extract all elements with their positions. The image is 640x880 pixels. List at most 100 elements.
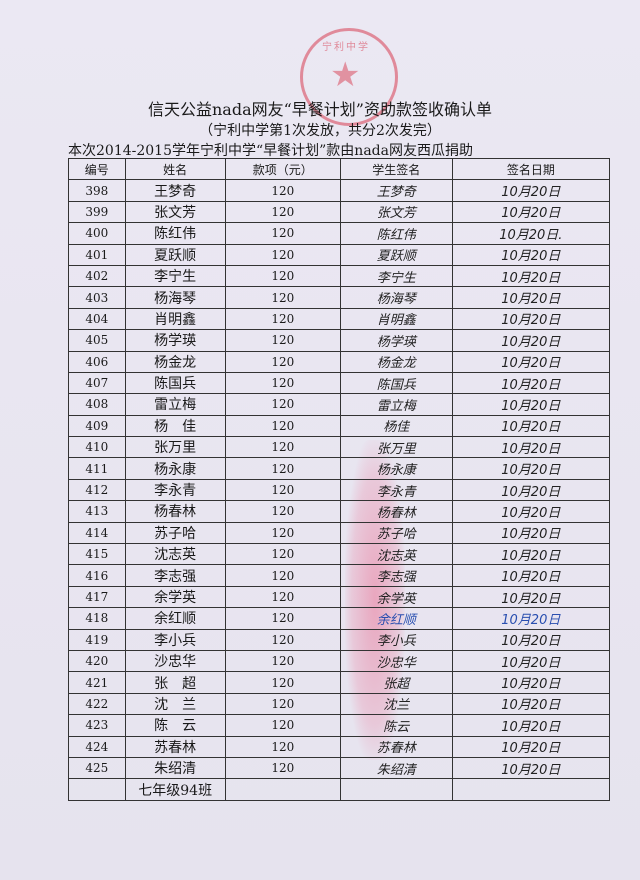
table-row: 406 杨金龙 120 杨金龙 10月20日 [68, 350, 611, 373]
signature-date: 10月20日 [451, 585, 611, 609]
signature-date: 10月20日 [451, 307, 611, 331]
empty-cell [224, 778, 341, 801]
amount: 120 [224, 243, 341, 266]
student-signature: 王梦奇 [339, 179, 453, 202]
signature-date: 10月20日 [451, 179, 611, 202]
student-id: 416 [68, 564, 126, 587]
student-signature: 陈云 [339, 714, 453, 737]
amount: 120 [224, 714, 341, 737]
student-id: 404 [68, 307, 126, 331]
amount: 120 [224, 756, 341, 780]
student-signature: 杨海琴 [339, 286, 453, 309]
student-id: 398 [68, 179, 126, 202]
amount: 120 [224, 478, 341, 502]
student-name: 王梦奇 [124, 179, 226, 202]
column-header-signature: 学生签名 [339, 157, 453, 181]
signature-date: 10月20日 [451, 457, 611, 480]
student-name: 陈红伟 [124, 222, 226, 245]
signature-date: 10月20日 [451, 671, 611, 694]
student-signature: 张万里 [339, 436, 453, 459]
table-row: 422 沈 兰 120 沈兰 10月20日 [68, 692, 611, 716]
seal-text: 宁利中学 [322, 42, 370, 53]
student-signature: 沙忠华 [339, 649, 453, 673]
seal-star-icon: ★ [330, 55, 361, 95]
signature-date: 10月20日 [451, 692, 611, 716]
amount: 120 [224, 500, 341, 523]
student-name: 夏跃顺 [124, 243, 226, 266]
student-signature: 沈兰 [339, 692, 453, 716]
student-id: 407 [68, 371, 126, 395]
amount: 120 [224, 649, 341, 673]
student-id: 422 [68, 692, 126, 716]
student-id: 425 [68, 756, 126, 780]
student-signature: 苏春林 [339, 735, 453, 758]
student-signature: 杨学瑛 [339, 329, 453, 352]
signature-date: 10月20日 [451, 200, 611, 224]
student-signature: 李永青 [339, 478, 453, 502]
student-name: 沈志英 [124, 543, 226, 566]
amount: 120 [224, 350, 341, 373]
student-id: 411 [68, 457, 126, 480]
student-id: 410 [68, 436, 126, 459]
student-name: 沙忠华 [124, 649, 226, 673]
table-header-row: 编号 姓名 款项（元） 学生签名 签名日期 [68, 157, 611, 181]
student-id: 418 [68, 607, 126, 630]
column-header-name: 姓名 [124, 157, 226, 181]
student-id: 403 [68, 286, 126, 309]
signature-date: 10月20日 [451, 329, 611, 352]
student-signature: 杨佳 [339, 414, 453, 438]
amount: 120 [224, 222, 341, 245]
amount: 120 [224, 200, 341, 224]
student-signature: 陈红伟 [339, 222, 453, 245]
student-signature: 张超 [339, 671, 453, 694]
amount: 120 [224, 607, 341, 630]
student-id: 417 [68, 585, 126, 609]
signature-date: 10月20日 [451, 243, 611, 266]
student-name: 张 超 [124, 671, 226, 694]
student-name: 杨永康 [124, 457, 226, 480]
student-signature: 李小兵 [339, 628, 453, 651]
student-signature: 苏子哈 [339, 521, 453, 545]
amount: 120 [224, 264, 341, 288]
student-signature: 杨金龙 [339, 350, 453, 373]
signature-date: 10月20日 [451, 414, 611, 438]
signature-date: 10月20日 [451, 714, 611, 737]
student-id: 405 [68, 329, 126, 352]
table-row: 420 沙忠华 120 沙忠华 10月20日 [68, 649, 611, 673]
table-row: 402 李宁生 120 李宁生 10月20日 [68, 264, 611, 288]
student-name: 李永青 [124, 478, 226, 502]
student-name: 李志强 [124, 564, 226, 587]
student-signature: 李志强 [339, 564, 453, 587]
student-id: 408 [68, 393, 126, 416]
student-id: 421 [68, 671, 126, 694]
amount: 120 [224, 564, 341, 587]
student-id: 400 [68, 222, 126, 245]
amount: 120 [224, 585, 341, 609]
table-row: 408 雷立梅 120 雷立梅 10月20日 [68, 393, 611, 416]
table-row: 401 夏跃顺 120 夏跃顺 10月20日 [68, 243, 611, 266]
amount: 120 [224, 436, 341, 459]
student-signature: 肖明鑫 [339, 307, 453, 331]
table-row: 398 王梦奇 120 王梦奇 10月20日 [68, 179, 611, 202]
student-id: 412 [68, 478, 126, 502]
table-row: 424 苏春林 120 苏春林 10月20日 [68, 735, 611, 758]
student-name: 杨春林 [124, 500, 226, 523]
student-id: 406 [68, 350, 126, 373]
student-id: 419 [68, 628, 126, 651]
student-name: 李宁生 [124, 264, 226, 288]
student-name: 余红顺 [124, 607, 226, 630]
class-row: 七年级94班 [68, 778, 611, 801]
table-row: 410 张万里 120 张万里 10月20日 [68, 436, 611, 459]
signature-date: 10月20日 [451, 500, 611, 523]
student-signature: 杨春林 [339, 500, 453, 523]
student-signature: 余红顺 [339, 607, 453, 630]
student-id: 414 [68, 521, 126, 545]
student-name: 雷立梅 [124, 393, 226, 416]
table-row: 415 沈志英 120 沈志英 10月20日 [68, 543, 611, 566]
official-seal [300, 28, 398, 126]
student-name: 张文芳 [124, 200, 226, 224]
class-label: 七年级94班 [124, 778, 226, 801]
receipt-table: 编号 姓名 款项（元） 学生签名 签名日期 398 王梦奇 120 王梦奇 10月20日… [68, 157, 611, 801]
column-header-amount: 款项（元） [224, 157, 341, 181]
student-name: 杨 佳 [124, 414, 226, 438]
